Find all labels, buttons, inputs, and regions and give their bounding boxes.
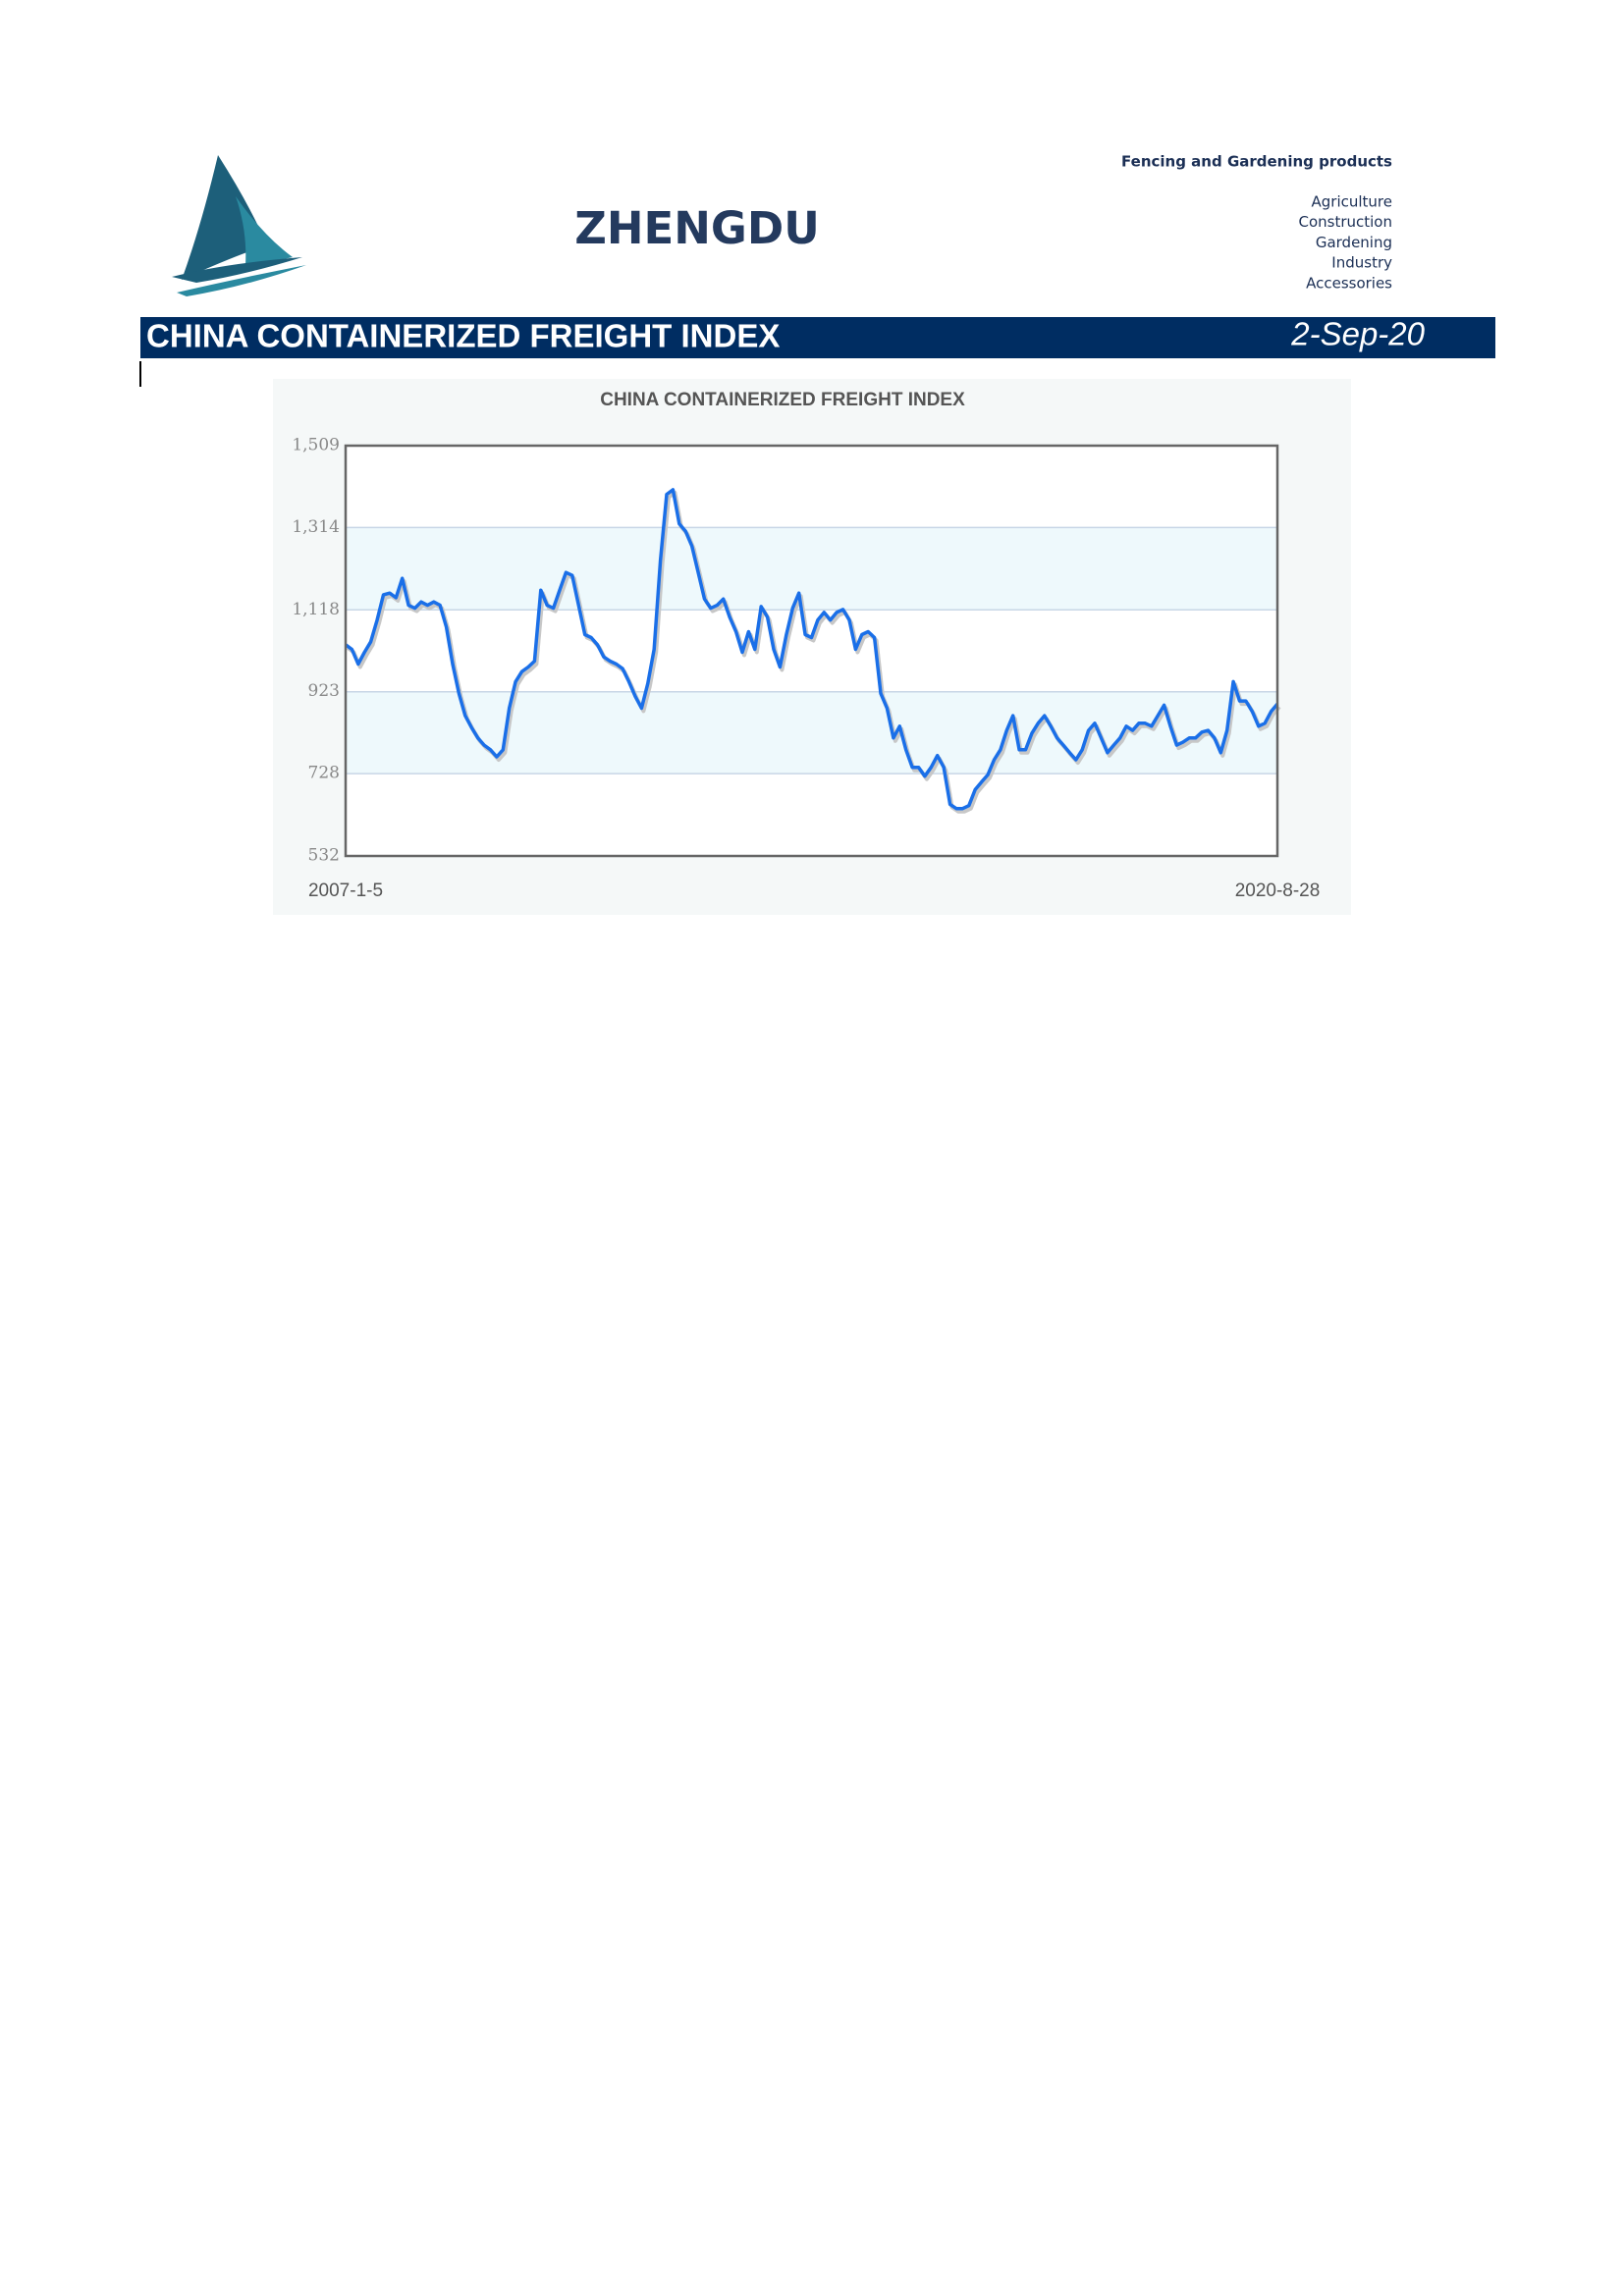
plot-frame (344, 444, 1279, 858)
product: Industry (1331, 254, 1392, 272)
x-tick-label: 2007-1-5 (308, 881, 383, 901)
banner-date: 2-Sep-20 (1290, 316, 1425, 352)
y-tick-label: 923 (308, 681, 340, 701)
y-tick-label: 1,509 (292, 436, 340, 455)
y-tick-label: 1,314 (292, 517, 340, 537)
line-shadow (346, 490, 1281, 814)
plot: 532 728 923 1,118 1,314 1,509 2007-1-5 2020-8-2… (292, 436, 1320, 902)
product: Construction (1298, 213, 1392, 231)
x-tick-label: 2020-8-28 (1235, 881, 1321, 901)
banner-title: CHINA CONTAINERIZED FREIGHT INDEX (146, 318, 780, 354)
band (346, 527, 1277, 611)
product: Agriculture (1312, 193, 1393, 211)
banner (140, 317, 1495, 358)
company-name: ZHENGDU (574, 202, 820, 254)
logo (172, 155, 306, 296)
y-tick-label: 532 (308, 846, 340, 866)
plot-area (346, 446, 1277, 856)
line (344, 488, 1279, 811)
y-tick-label: 728 (308, 764, 340, 783)
tagline: Fencing and Gardening products (1121, 153, 1392, 171)
product-list: Agriculture Construction Gardening Industry… (1298, 193, 1392, 293)
product: Accessories (1306, 274, 1392, 292)
y-tick-label: 1,118 (292, 600, 340, 619)
chart-title: CHINA CONTAINERIZED FREIGHT INDEX (600, 390, 965, 410)
product: Gardening (1316, 234, 1392, 251)
